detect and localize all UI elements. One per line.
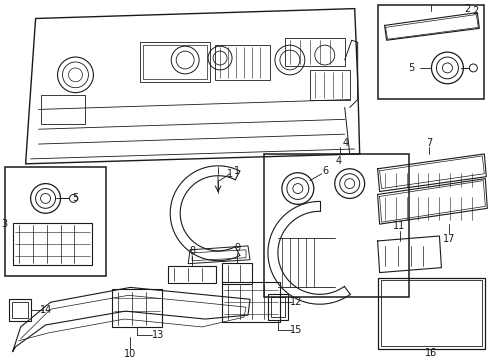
Text: 12: 12 bbox=[289, 297, 302, 307]
Bar bbox=[140, 42, 210, 82]
Text: 8: 8 bbox=[189, 246, 195, 256]
Text: 3: 3 bbox=[1, 219, 8, 229]
Text: 2: 2 bbox=[463, 4, 469, 14]
Text: 16: 16 bbox=[425, 348, 437, 358]
Bar bbox=[264, 154, 407, 297]
Text: 4: 4 bbox=[342, 138, 348, 148]
Bar bbox=[13, 223, 92, 265]
Bar bbox=[222, 263, 251, 284]
Bar bbox=[285, 38, 344, 66]
Text: 7: 7 bbox=[426, 138, 432, 148]
Text: 10: 10 bbox=[124, 348, 136, 359]
Bar bbox=[377, 5, 483, 99]
Bar bbox=[222, 283, 279, 322]
Text: 1: 1 bbox=[233, 166, 240, 176]
Bar bbox=[377, 278, 484, 349]
Text: 5: 5 bbox=[72, 193, 79, 203]
Bar bbox=[309, 70, 349, 100]
Bar bbox=[5, 167, 106, 275]
Text: 1: 1 bbox=[226, 169, 233, 179]
Text: 2: 2 bbox=[471, 6, 477, 15]
Bar bbox=[267, 294, 287, 320]
Text: 5: 5 bbox=[407, 63, 414, 73]
Bar bbox=[215, 45, 269, 80]
Bar bbox=[9, 299, 31, 321]
Text: 13: 13 bbox=[152, 330, 164, 340]
Text: 17: 17 bbox=[442, 234, 455, 244]
Bar bbox=[168, 266, 216, 283]
Text: 14: 14 bbox=[41, 305, 53, 315]
Bar bbox=[41, 95, 85, 124]
Bar bbox=[143, 45, 207, 79]
Text: 11: 11 bbox=[393, 221, 405, 231]
Text: 6: 6 bbox=[322, 166, 328, 176]
Bar bbox=[270, 297, 285, 317]
Bar bbox=[380, 280, 481, 346]
Text: 4: 4 bbox=[335, 156, 341, 166]
Text: 15: 15 bbox=[289, 325, 302, 335]
Bar bbox=[12, 302, 27, 318]
Text: 9: 9 bbox=[233, 243, 240, 253]
Bar bbox=[112, 289, 162, 327]
